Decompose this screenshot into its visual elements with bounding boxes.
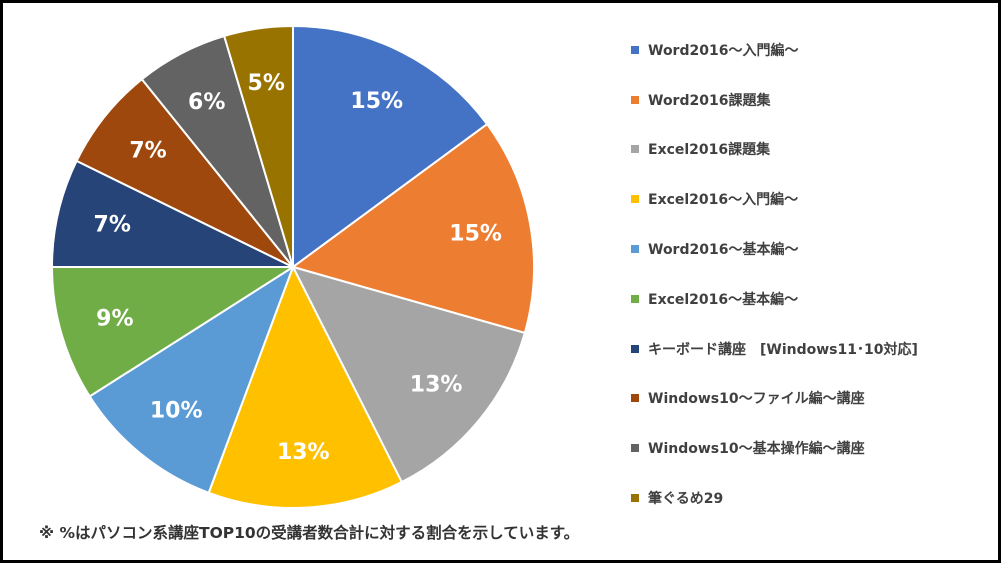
pie-slice-6: [50, 266, 297, 398]
pie-slice-5: [88, 264, 295, 495]
legend-swatch: [631, 95, 639, 104]
slice-label-5: 10%: [150, 399, 203, 424]
legend-swatch: [631, 494, 639, 503]
legend-item: Word2016～基本編～: [631, 224, 991, 274]
legend-item: Windows10～ファイル編～講座: [631, 374, 991, 424]
legend-item: Excel2016～基本編～: [631, 274, 991, 324]
legend-label: キーボード講座 [Windows11･10対応]: [648, 341, 918, 358]
pie-slice-4: [207, 264, 404, 509]
legend-item: Excel2016～入門編～: [631, 174, 991, 224]
slice-label-6: 9%: [96, 306, 133, 331]
slice-label-4: 13%: [277, 440, 330, 465]
legend-label: 筆ぐるめ29: [648, 491, 724, 508]
slice-label-10: 5%: [248, 71, 285, 96]
slice-label-9: 6%: [188, 90, 225, 115]
footnote: ※ %はパソコン系講座TOP10の受講者数合計に対する割合を示しています。: [39, 524, 580, 542]
legend-label: Excel2016課題集: [648, 142, 771, 159]
legend-swatch: [631, 444, 639, 453]
legend-item: Windows10～基本操作編～講座: [631, 423, 991, 473]
slice-label-3: 13%: [410, 373, 463, 398]
legend-swatch: [631, 394, 639, 403]
legend-swatch: [631, 245, 639, 254]
legend-label: Windows10～ファイル編～講座: [648, 391, 865, 408]
slice-label-8: 7%: [129, 139, 166, 164]
legend-label: Excel2016～入門編～: [648, 192, 799, 209]
legend-swatch: [631, 45, 639, 54]
slice-label-7: 7%: [94, 213, 131, 238]
legend-swatch: [631, 294, 639, 303]
pie-slice-3: [291, 265, 527, 484]
legend-label: Word2016～基本編～: [648, 242, 799, 259]
legend-item: 筆ぐるめ29: [631, 473, 991, 523]
slice-label-1: 15%: [350, 89, 403, 114]
legend-label: Word2016～入門編～: [648, 42, 799, 59]
slice-label-2: 15%: [449, 222, 502, 247]
pie-chart: 15% 15% 13% 13% 10% 9% 7% 7% 6% 5%: [50, 24, 535, 509]
pie-slice-2: [290, 122, 535, 335]
legend: Word2016～入門編～ Word2016課題集 Excel2016課題集 Exce…: [631, 25, 991, 523]
legend-swatch: [631, 145, 639, 154]
legend-swatch: [631, 344, 639, 353]
legend-swatch: [631, 195, 639, 204]
pie-slice-10: [222, 24, 294, 268]
legend-label: Excel2016～基本編～: [648, 291, 799, 308]
legend-item: キーボード講座 [Windows11･10対応]: [631, 324, 991, 374]
legend-item: Excel2016課題集: [631, 125, 991, 175]
pie-slice-1: [292, 24, 489, 269]
legend-item: Word2016課題集: [631, 75, 991, 125]
pie-slice-8: [75, 77, 294, 268]
legend-item: Word2016～入門編～: [631, 25, 991, 75]
legend-label: Word2016課題集: [648, 92, 771, 109]
pie-slice-7: [50, 159, 294, 268]
legend-label: Windows10～基本操作編～講座: [648, 441, 865, 458]
